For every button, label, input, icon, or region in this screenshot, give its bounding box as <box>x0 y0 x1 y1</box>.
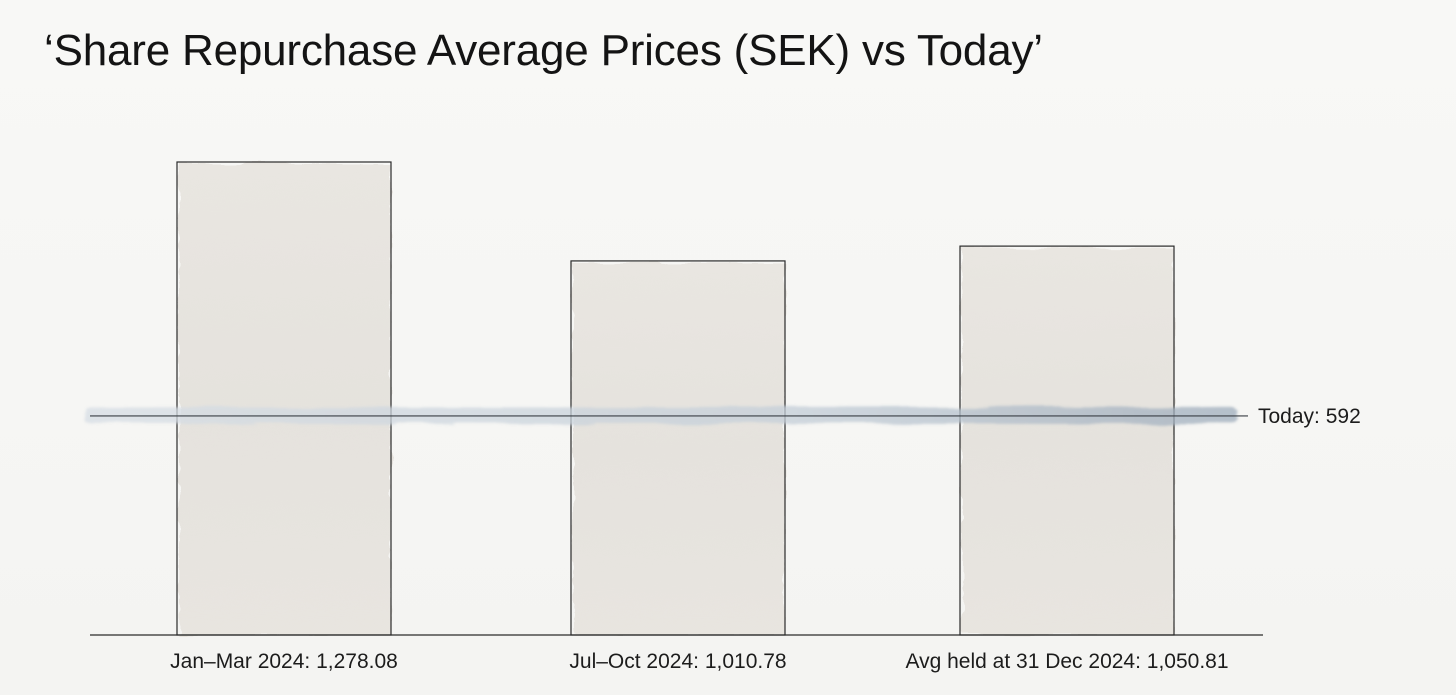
chart-title: ‘Share Repurchase Average Prices (SEK) v… <box>44 26 1043 75</box>
today-line-layer <box>84 406 1248 424</box>
category-label: Avg held at 31 Dec 2024: 1,050.81 <box>905 650 1228 673</box>
labels-layer: Jan–Mar 2024: 1,278.08 Jul–Oct 2024: 1,01… <box>170 405 1361 673</box>
bar-wash <box>179 164 391 635</box>
bar <box>176 161 392 636</box>
bar <box>959 245 1175 636</box>
bar-wash <box>573 262 785 635</box>
bar-wash <box>962 248 1174 635</box>
today-label: Today: 592 <box>1258 405 1361 428</box>
category-label: Jan–Mar 2024: 1,278.08 <box>170 650 398 673</box>
bar <box>570 260 786 636</box>
bars-layer <box>176 161 1175 636</box>
category-label: Jul–Oct 2024: 1,010.78 <box>569 650 786 673</box>
